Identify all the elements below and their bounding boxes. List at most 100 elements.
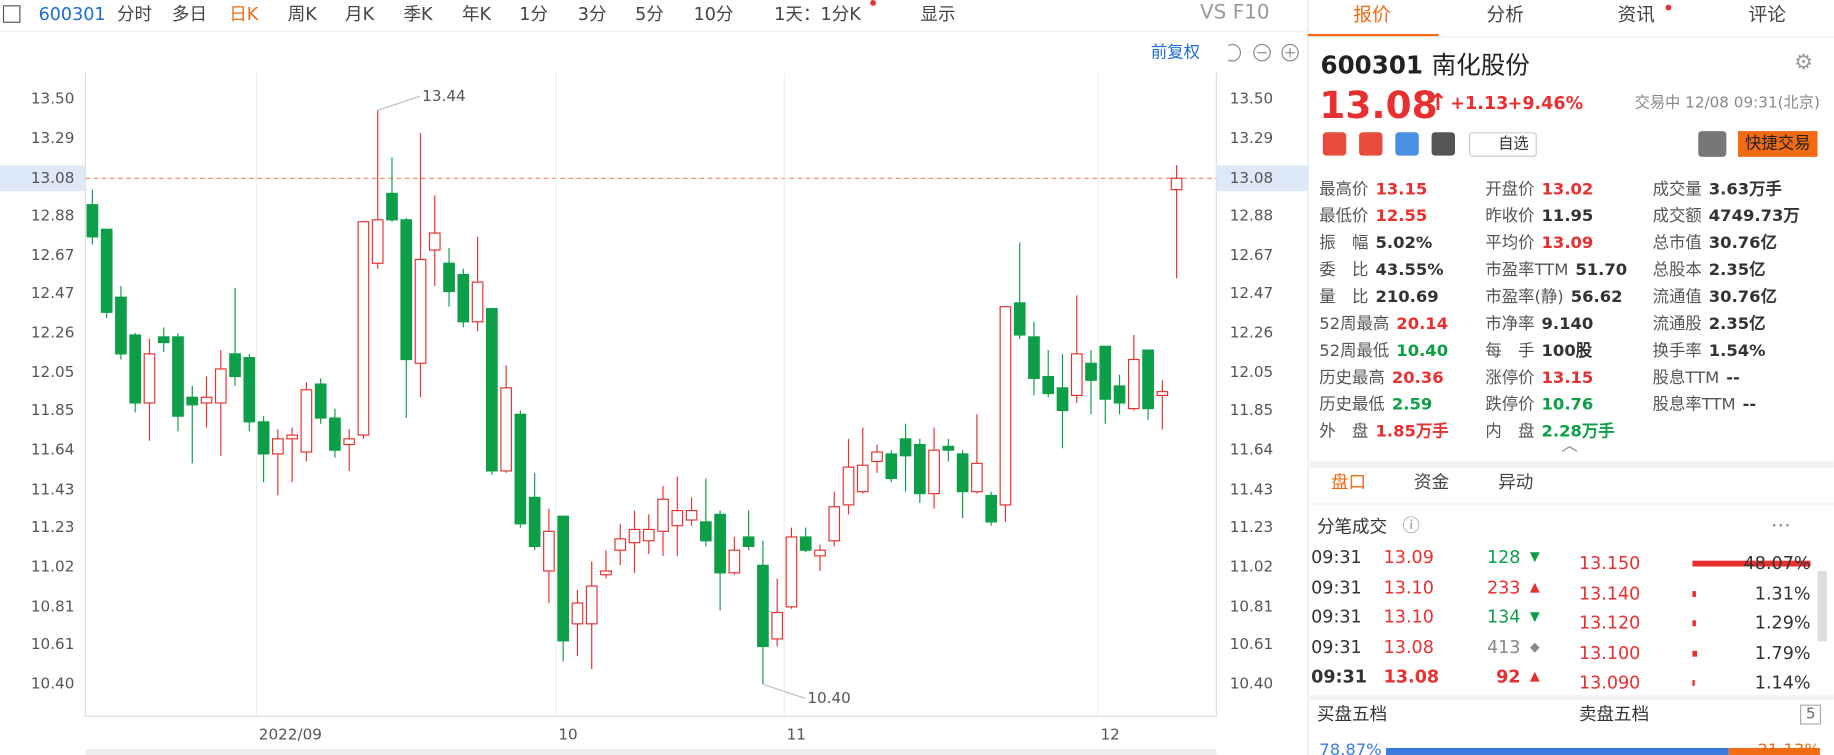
stat: 成交量 3.63万手 — [1653, 181, 1782, 197]
stat-label: 外 盘 — [1319, 422, 1369, 442]
stat: 委 比 43.55% — [1319, 262, 1443, 278]
trade-time: 09:31 — [1311, 576, 1362, 598]
stat-label: 52周最低 — [1319, 341, 1390, 361]
trade-volume: 233 — [1486, 576, 1521, 598]
stat: 量 比 210.69 — [1319, 289, 1438, 305]
period-tab[interactable]: 月K — [345, 3, 375, 25]
period-tab[interactable]: 年K — [461, 3, 492, 25]
candle-body — [129, 334, 142, 404]
annotation-leader — [762, 683, 806, 699]
y-tick-label: 10.40 — [31, 675, 75, 693]
candle-body — [257, 421, 270, 455]
stat-value: 1.85万手 — [1375, 422, 1449, 442]
stat-label: 量 比 — [1319, 287, 1369, 307]
stat-value: 13.15 — [1375, 180, 1428, 199]
panel-tab[interactable]: 报价 — [1353, 3, 1391, 26]
trade-button[interactable]: 快捷交易 — [1738, 131, 1818, 157]
candle-body — [928, 449, 940, 495]
candle-body — [871, 451, 883, 463]
scrollbar[interactable] — [85, 749, 1217, 755]
sub-tab[interactable]: 盘口 — [1331, 471, 1367, 493]
ticks-title: 分笔成交 — [1316, 516, 1388, 538]
stat-label: 市净率 — [1485, 314, 1535, 334]
panel-divider — [1307, 0, 1309, 755]
period-tab[interactable]: 1分 — [519, 3, 549, 25]
stat: 市净率 9.140 — [1485, 316, 1593, 332]
y-tick-label: 10.81 — [31, 597, 75, 615]
candle-body — [314, 383, 327, 419]
candle-body — [1070, 353, 1083, 396]
y-tick-label: 10.61 — [31, 635, 75, 653]
candle-body — [86, 204, 99, 238]
tool-icon — [1322, 132, 1347, 156]
trade-time: 09:31 — [1311, 636, 1362, 658]
panel-tab[interactable]: 分析 — [1486, 3, 1525, 26]
adjust-button[interactable]: 前复权 — [1150, 43, 1201, 63]
toggle-icon[interactable] — [2, 5, 21, 23]
candle-body — [343, 438, 356, 446]
candle-body — [457, 273, 470, 323]
panel-tab[interactable]: 资讯 — [1617, 3, 1656, 26]
period-tab[interactable]: 季K — [403, 3, 433, 25]
candle-body — [600, 570, 612, 576]
trade-dir: ▲ — [1529, 578, 1540, 595]
panel-tab[interactable]: 评论 — [1748, 3, 1786, 26]
stat: 52周最高 20.14 — [1319, 316, 1448, 332]
candle-body — [1156, 391, 1169, 396]
stat-value: -- — [1742, 395, 1757, 415]
candle-body — [471, 281, 484, 323]
section-divider — [1307, 695, 1834, 700]
stat: 最高价 13.15 — [1319, 181, 1427, 197]
period-tab[interactable]: 分时 — [116, 3, 153, 25]
candle-body — [428, 232, 441, 251]
period-tab[interactable]: 日K — [229, 3, 259, 25]
candle-body — [999, 306, 1012, 506]
stat-label: 历史最高 — [1319, 368, 1385, 388]
trade-dir: ▼ — [1529, 608, 1540, 624]
dist-price: 13.150 — [1578, 552, 1641, 574]
stat-value: 10.76 — [1541, 395, 1594, 415]
stat-label: 股息TTM — [1652, 368, 1720, 388]
candle-body — [1042, 375, 1055, 395]
period-tab[interactable]: 多日 — [171, 3, 208, 25]
display-menu[interactable]: 显示 — [920, 3, 956, 25]
buy-bar — [1385, 747, 1729, 755]
candle-body — [214, 368, 227, 404]
candle-body — [742, 536, 755, 548]
dist-bar — [1692, 560, 1811, 567]
candle-body — [757, 564, 769, 648]
dist-price: 13.100 — [1578, 642, 1641, 664]
stat-label: 最低价 — [1319, 207, 1369, 226]
candle-body — [357, 221, 370, 436]
stat-value: 13.02 — [1541, 180, 1594, 199]
levels-button[interactable]: 5 — [1800, 704, 1822, 725]
y2-tick-label: 10.61 — [1230, 635, 1274, 653]
dist-bar — [1692, 590, 1696, 597]
y-tick-label: 11.43 — [31, 480, 75, 498]
stat-label: 内 盘 — [1485, 422, 1535, 442]
candle-body — [514, 413, 527, 525]
watch-button[interactable]: 自选 — [1469, 132, 1537, 157]
y2-tick-label: 13.08 — [1230, 169, 1274, 187]
sub-tab[interactable]: 异动 — [1498, 471, 1534, 493]
bell-icon — [1698, 131, 1727, 157]
candle-body — [1013, 302, 1026, 336]
sub-tab[interactable]: 资金 — [1414, 471, 1450, 493]
trade-dir: ▼ — [1529, 548, 1540, 565]
candle-body — [913, 443, 926, 495]
period-tab[interactable]: 10分 — [693, 3, 734, 25]
vs-button[interactable]: VS — [1200, 1, 1227, 25]
stat-value: 100股 — [1541, 341, 1593, 361]
f10-button[interactable]: F10 — [1232, 1, 1270, 25]
period-tab[interactable]: 5分 — [635, 3, 664, 25]
period-tab[interactable]: 周K — [287, 3, 317, 25]
interval-select[interactable]: 1天：1分K — [774, 3, 861, 25]
candle-body — [585, 585, 598, 625]
y-tick-label: 13.29 — [31, 129, 75, 147]
stat: 内 盘 2.28万手 — [1485, 424, 1614, 440]
dist-pct: 1.14% — [1754, 671, 1811, 693]
stat: 最低价 12.55 — [1319, 208, 1427, 224]
candle-body — [443, 262, 455, 293]
period-tab[interactable]: 3分 — [577, 3, 607, 25]
quote-name: 南化股份 — [1431, 51, 1530, 80]
